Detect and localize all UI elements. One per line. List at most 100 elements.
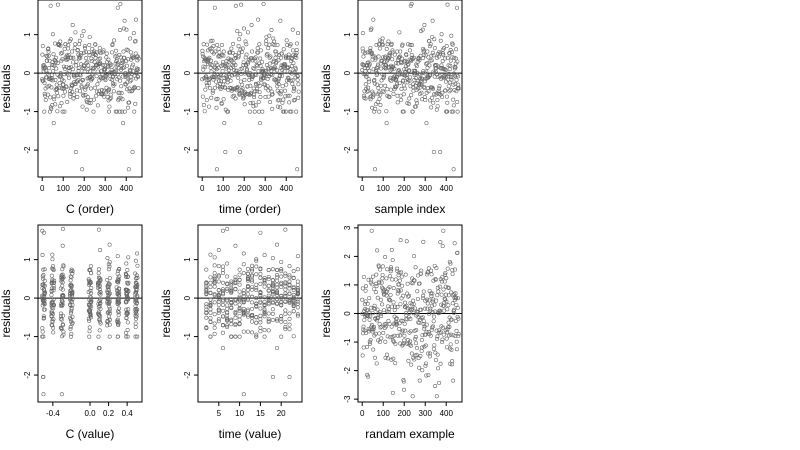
- data-point: [136, 74, 141, 79]
- data-point: [204, 288, 209, 293]
- data-point: [88, 312, 93, 317]
- data-point: [215, 62, 220, 67]
- data-point: [208, 310, 213, 315]
- data-point: [291, 303, 296, 308]
- y-tick-label: 1: [343, 282, 352, 287]
- data-point: [257, 61, 262, 66]
- data-point: [50, 299, 55, 304]
- data-point: [220, 297, 225, 302]
- data-point: [125, 334, 130, 339]
- data-point: [125, 320, 130, 325]
- data-point: [449, 33, 454, 38]
- data-point: [124, 27, 129, 32]
- data-point: [258, 56, 263, 61]
- data-point: [135, 334, 140, 339]
- data-point: [291, 286, 296, 291]
- data-point: [245, 296, 250, 301]
- data-point: [96, 305, 101, 310]
- data-point: [208, 65, 213, 70]
- data-point: [68, 296, 73, 301]
- data-point: [218, 79, 223, 84]
- data-point: [439, 63, 444, 68]
- data-point: [212, 325, 217, 330]
- data-point: [378, 38, 383, 43]
- data-point: [452, 241, 457, 246]
- data-point: [367, 296, 372, 301]
- data-point: [57, 81, 62, 86]
- data-point: [225, 274, 230, 279]
- data-point: [70, 67, 75, 72]
- data-point: [216, 317, 221, 322]
- data-point: [78, 89, 83, 94]
- data-point: [43, 86, 48, 91]
- data-point: [227, 85, 232, 90]
- data-point: [100, 72, 105, 77]
- data-point: [222, 121, 227, 126]
- data-point: [291, 276, 296, 281]
- data-point: [380, 88, 385, 93]
- data-point: [388, 269, 393, 274]
- data-point: [253, 55, 258, 60]
- data-point: [265, 51, 270, 56]
- data-point: [270, 267, 275, 272]
- data-point: [258, 48, 263, 53]
- data-point: [238, 47, 243, 52]
- data-point: [389, 247, 394, 252]
- x-tick-label: 100: [57, 184, 71, 193]
- data-point: [266, 274, 271, 279]
- data-point: [212, 292, 217, 297]
- data-point: [216, 310, 221, 315]
- data-point: [79, 51, 84, 56]
- data-point: [287, 299, 292, 304]
- data-point: [443, 284, 448, 289]
- data-point: [216, 248, 221, 253]
- data-point: [440, 66, 445, 71]
- data-point: [204, 98, 209, 103]
- data-point: [71, 60, 76, 65]
- data-point: [96, 282, 101, 287]
- data-point: [448, 88, 453, 93]
- data-point: [295, 299, 300, 304]
- data-point: [412, 357, 417, 362]
- data-point: [107, 276, 112, 281]
- data-point: [59, 86, 64, 91]
- data-point: [220, 287, 225, 292]
- data-point: [410, 394, 415, 399]
- data-point: [135, 54, 140, 59]
- data-point: [419, 90, 424, 95]
- data-point: [74, 59, 79, 64]
- data-point: [266, 88, 271, 93]
- data-point: [233, 286, 238, 291]
- data-point: [49, 303, 54, 308]
- data-point: [97, 291, 102, 296]
- data-point: [50, 257, 55, 262]
- data-point: [223, 149, 228, 154]
- data-point: [447, 324, 452, 329]
- y-tick-label: 1: [23, 32, 32, 37]
- data-point: [433, 63, 438, 68]
- data-point: [452, 64, 457, 69]
- data-point: [433, 384, 438, 389]
- data-point: [105, 296, 110, 301]
- data-point: [446, 84, 451, 89]
- data-point: [262, 334, 267, 339]
- data-point: [262, 314, 267, 319]
- data-point: [408, 329, 413, 334]
- data-point: [392, 52, 397, 57]
- data-point: [270, 106, 275, 111]
- data-point: [49, 288, 54, 293]
- data-point: [436, 289, 441, 294]
- data-point: [44, 53, 49, 58]
- data-point: [200, 77, 205, 82]
- data-point: [51, 267, 56, 272]
- data-point: [61, 64, 66, 69]
- data-point: [440, 340, 445, 345]
- data-point: [435, 293, 440, 298]
- data-point: [40, 326, 45, 331]
- data-point: [454, 347, 459, 352]
- data-point: [212, 5, 217, 10]
- data-point: [409, 1, 414, 6]
- data-point: [220, 308, 225, 313]
- data-point: [424, 61, 429, 66]
- data-point: [435, 98, 440, 103]
